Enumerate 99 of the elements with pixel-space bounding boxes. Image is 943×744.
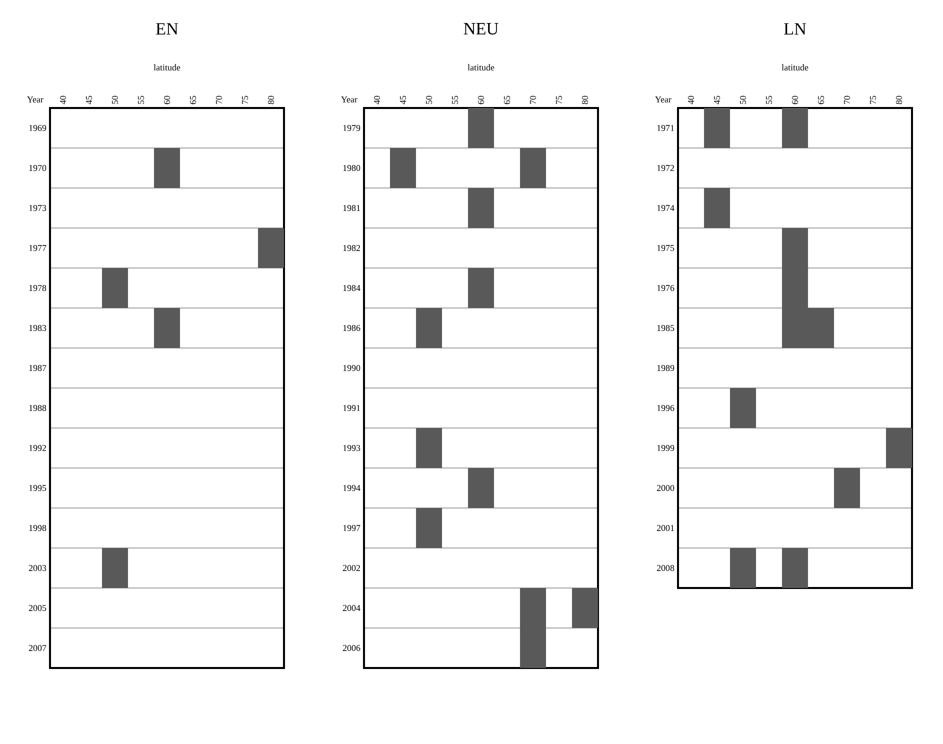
y-tick-label: 1990: [343, 364, 360, 372]
y-tick-label: 1972: [657, 164, 674, 172]
y-tick-label: 1987: [29, 364, 46, 372]
x-tick-label: 40: [374, 96, 380, 104]
bar: [520, 148, 546, 188]
y-tick-label: 2006: [342, 644, 360, 652]
x-tick-label: 50: [112, 96, 118, 104]
x-tick-label: 60: [792, 96, 798, 104]
y-tick-label: 1997: [343, 524, 360, 532]
x-tick-label: 55: [766, 96, 772, 104]
x-tick-label: 60: [478, 96, 484, 104]
bar: [782, 108, 808, 148]
bar: [468, 188, 494, 228]
y-tick-label: 1996: [657, 404, 674, 412]
y-tick-label: 1973: [29, 204, 46, 212]
y-tick-label: 2004: [342, 604, 360, 612]
y-tick-label: 2000: [656, 484, 674, 492]
x-tick-label: 75: [556, 96, 562, 104]
y-tick-label: 1979: [343, 124, 360, 132]
y-tick-label: 2007: [28, 644, 46, 652]
y-tick-label: 1989: [657, 364, 674, 372]
bar: [704, 188, 730, 228]
y-tick-label: 1995: [29, 484, 46, 492]
y-axis-title: Year: [27, 96, 44, 102]
bar: [782, 548, 808, 588]
y-tick-label: 2008: [656, 564, 674, 572]
x-tick-label: 50: [740, 96, 746, 104]
y-tick-label: 1984: [343, 284, 360, 292]
bar: [416, 508, 442, 548]
y-tick-label: 1998: [29, 524, 46, 532]
x-tick-label: 45: [400, 96, 406, 104]
y-tick-label: 1974: [657, 204, 674, 212]
x-tick-label: 80: [268, 96, 274, 104]
y-tick-label: 2003: [28, 564, 46, 572]
bar: [468, 268, 494, 308]
y-tick-label: 1999: [657, 444, 674, 452]
bar: [390, 148, 416, 188]
bar: [730, 388, 756, 428]
bar: [154, 308, 180, 348]
y-tick-label: 1978: [29, 284, 46, 292]
y-tick-label: 1988: [29, 404, 46, 412]
bar: [468, 108, 494, 148]
y-tick-label: 1980: [343, 164, 360, 172]
y-tick-label: 1983: [29, 324, 46, 332]
y-tick-label: 1985: [657, 324, 674, 332]
bar: [102, 548, 128, 588]
bar: [416, 428, 442, 468]
y-tick-label: 1992: [29, 444, 46, 452]
x-tick-label: 65: [504, 96, 510, 104]
x-tick-label: 75: [242, 96, 248, 104]
chart-title: LN: [784, 23, 806, 34]
x-axis-title: latitude: [468, 64, 494, 70]
y-tick-label: 1993: [343, 444, 360, 452]
x-tick-label: 65: [818, 96, 824, 104]
y-axis-title: Year: [655, 96, 672, 102]
y-tick-label: 1976: [657, 284, 674, 292]
x-tick-label: 45: [86, 96, 92, 104]
y-tick-label: 1991: [343, 404, 360, 412]
x-tick-label: 40: [688, 96, 694, 104]
bar: [834, 468, 860, 508]
x-tick-label: 70: [530, 96, 536, 104]
x-tick-label: 50: [426, 96, 432, 104]
x-axis-title: latitude: [154, 64, 180, 70]
x-tick-label: 40: [60, 96, 66, 104]
bar: [572, 588, 598, 628]
y-tick-label: 2002: [342, 564, 360, 572]
x-tick-label: 80: [896, 96, 902, 104]
y-tick-label: 1977: [29, 244, 46, 252]
x-tick-label: 60: [164, 96, 170, 104]
y-tick-label: 2001: [656, 524, 674, 532]
y-tick-label: 1982: [343, 244, 360, 252]
chart-title: NEU: [464, 23, 498, 35]
y-tick-label: 2005: [28, 604, 46, 612]
x-tick-label: 55: [138, 96, 144, 104]
y-tick-label: 1970: [29, 164, 46, 172]
bar: [258, 228, 284, 268]
x-tick-label: 70: [216, 96, 222, 104]
chart-title: EN: [156, 23, 178, 34]
bar: [154, 148, 180, 188]
y-tick-label: 1994: [343, 484, 360, 492]
x-tick-label: 65: [190, 96, 196, 104]
x-tick-label: 55: [452, 96, 458, 104]
y-tick-label: 1986: [343, 324, 360, 332]
bar: [102, 268, 128, 308]
bar: [468, 468, 494, 508]
x-tick-label: 70: [844, 96, 850, 104]
y-axis-title: Year: [341, 96, 358, 102]
x-axis-title: latitude: [782, 64, 808, 70]
y-tick-label: 1971: [657, 124, 674, 132]
x-tick-label: 80: [582, 96, 588, 104]
bar: [730, 548, 756, 588]
y-tick-label: 1981: [343, 204, 360, 212]
x-tick-label: 45: [714, 96, 720, 104]
bar: [416, 308, 442, 348]
x-tick-label: 75: [870, 96, 876, 104]
y-tick-label: 1975: [657, 244, 674, 252]
bar: [886, 428, 912, 468]
bar: [704, 108, 730, 148]
y-tick-label: 1969: [29, 124, 46, 132]
